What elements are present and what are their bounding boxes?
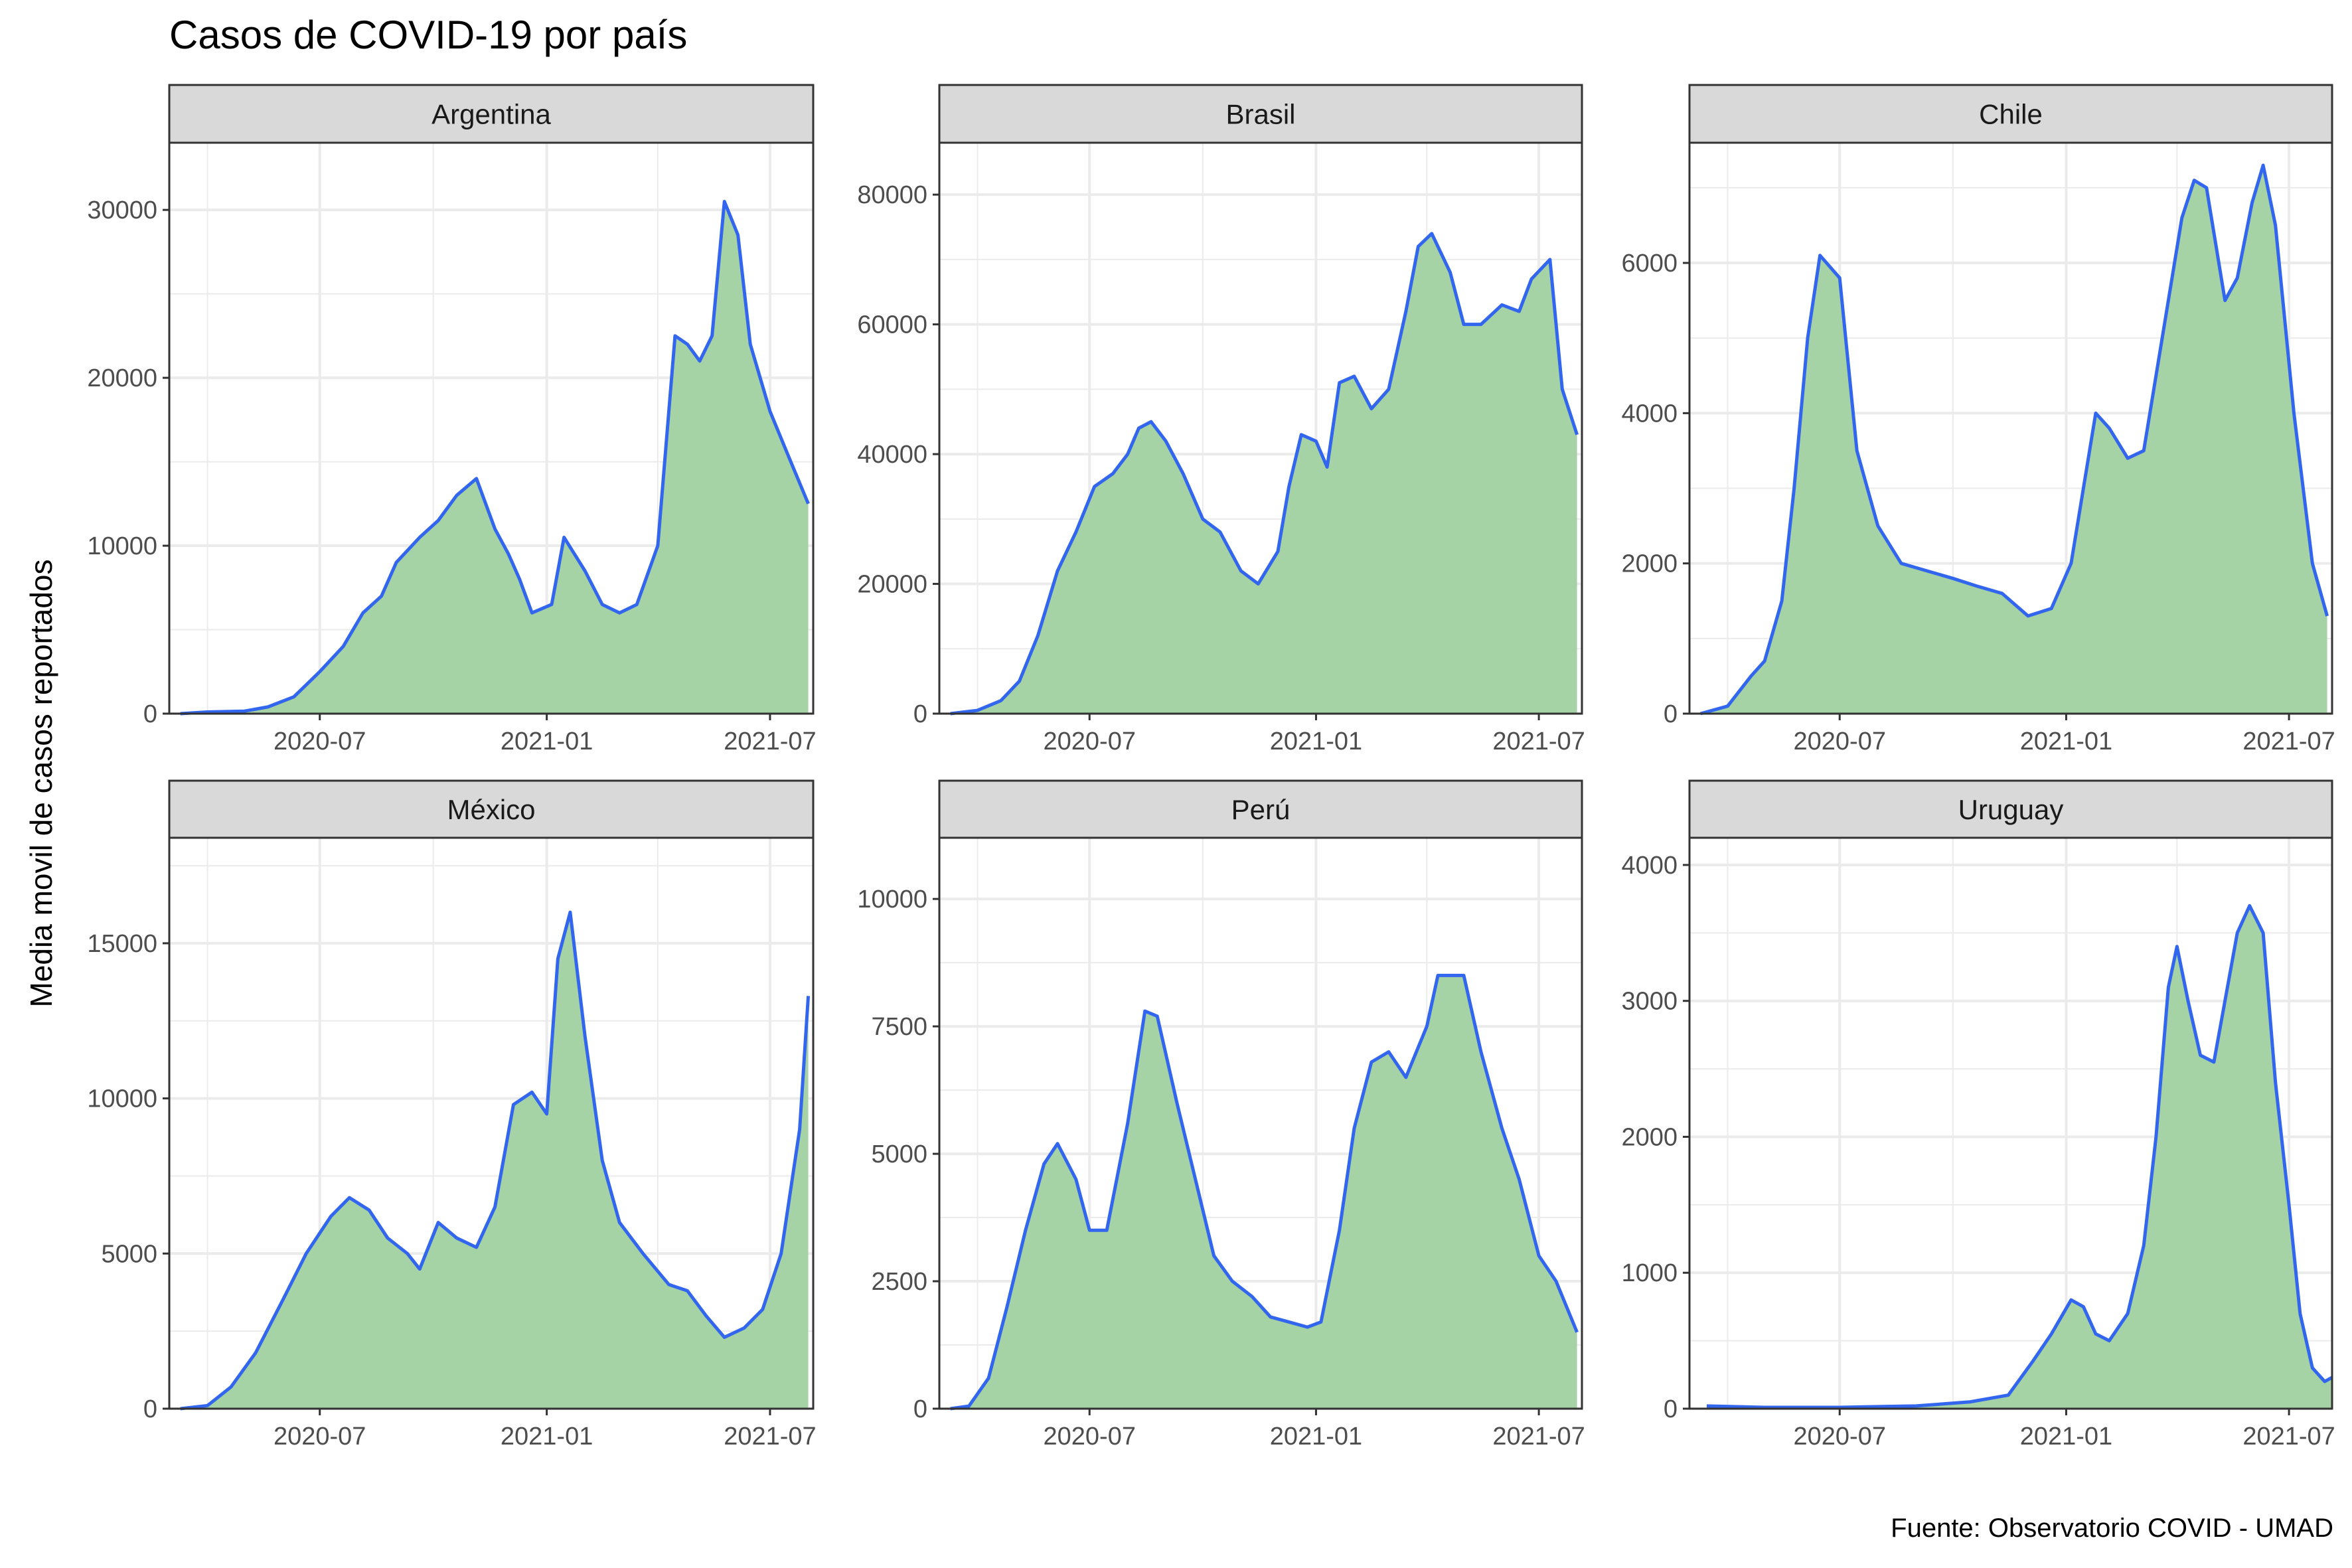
y-tick-label: 40000 — [857, 441, 927, 469]
facet-peru: Perú 0 2500 5000 7500 10000 2020-07 2021-01 2021… — [857, 779, 1585, 1450]
y-tick-label: 15000 — [87, 930, 157, 958]
strip-background — [1688, 779, 2333, 839]
x-tick-label: 2021-07 — [724, 1423, 816, 1450]
strip-label-mexico: México — [447, 794, 535, 825]
moving-average-line — [950, 973, 1579, 1411]
facet-chile: Chile 0 2000 4000 6000 2020-07 2021-01 2021-07 — [1621, 84, 2335, 755]
moving-average-line — [1700, 163, 2329, 716]
x-tick-label: 2021-07 — [1492, 1423, 1585, 1450]
x-tick-label: 2021-07 — [2242, 1423, 2335, 1450]
y-tick-label: 0 — [1664, 1395, 1678, 1423]
y-tick-label: 30000 — [87, 196, 157, 224]
y-tick-label: 80000 — [857, 181, 927, 209]
y-tick-label: 10000 — [857, 886, 927, 913]
x-tick-label: 2021-01 — [2020, 1423, 2112, 1450]
y-tick-label: 6000 — [1621, 250, 1678, 277]
y-tick-label: 1000 — [1621, 1259, 1678, 1287]
x-tick-label: 2021-07 — [1492, 728, 1585, 755]
x-tick-label: 2021-07 — [2242, 728, 2335, 755]
y-tick-label: 0 — [913, 1395, 927, 1423]
y-tick-label: 10000 — [87, 532, 157, 560]
y-tick-label: 0 — [913, 700, 927, 728]
facet-brasil: Brasil 0 20000 40000 60000 80000 2020-07 2021-0… — [857, 84, 1585, 755]
facet-argentina: Argentina 0 10000 20000 30000 2020-07 2021-01 2… — [87, 84, 817, 755]
moving-average-line — [180, 200, 810, 716]
daily-cases-area — [180, 912, 809, 1409]
y-tick-label: 5000 — [871, 1140, 927, 1168]
daily-cases-area — [180, 201, 809, 714]
strip-background — [938, 84, 1583, 144]
facet-uruguay: Uruguay 0 1000 2000 3000 4000 2020-07 2021-01 20… — [1621, 779, 2335, 1450]
y-tick-label: 2000 — [1621, 550, 1678, 578]
y-tick-label: 4000 — [1621, 400, 1678, 428]
strip-label-peru: Perú — [1231, 794, 1291, 825]
daily-cases-area — [1700, 165, 2327, 714]
moving-average-line — [1706, 903, 2333, 1409]
y-tick-label: 2000 — [1621, 1123, 1678, 1151]
y-tick-label: 5000 — [101, 1240, 157, 1268]
facet-mexico: México 0 5000 10000 15000 2020-07 2021-01 2021-… — [87, 779, 817, 1450]
moving-average-line — [180, 910, 811, 1411]
strip-background — [168, 84, 815, 144]
x-tick-label: 2021-01 — [1270, 1423, 1362, 1450]
y-tick-label: 3000 — [1621, 988, 1678, 1016]
x-tick-label: 2021-01 — [501, 1423, 593, 1450]
y-tick-label: 4000 — [1621, 852, 1678, 880]
strip-label-brasil: Brasil — [1225, 99, 1295, 130]
x-tick-label: 2020-07 — [1794, 728, 1886, 755]
x-tick-label: 2020-07 — [1044, 1423, 1136, 1450]
x-tick-label: 2020-07 — [1044, 728, 1136, 755]
y-tick-label: 60000 — [857, 311, 927, 339]
y-tick-label: 7500 — [871, 1013, 927, 1041]
y-tick-label: 0 — [143, 700, 157, 728]
chart-title: Casos de COVID-19 por país — [169, 13, 688, 57]
x-tick-label: 2021-07 — [724, 728, 816, 755]
strip-label-uruguay: Uruguay — [1958, 794, 2064, 825]
strip-label-argentina: Argentina — [431, 99, 551, 130]
strip-background — [1688, 84, 2333, 144]
y-tick-label: 20000 — [87, 364, 157, 392]
x-tick-label: 2020-07 — [274, 728, 366, 755]
x-tick-label: 2020-07 — [1794, 1423, 1886, 1450]
y-tick-label: 0 — [143, 1395, 157, 1423]
x-tick-label: 2021-01 — [1270, 728, 1362, 755]
y-tick-label: 10000 — [87, 1085, 157, 1113]
y-tick-label: 0 — [1664, 700, 1678, 728]
x-tick-label: 2021-01 — [2020, 728, 2112, 755]
daily-cases-area — [1706, 905, 2332, 1409]
strip-background — [168, 779, 815, 839]
caption: Fuente: Observatorio COVID - UMAD — [1891, 1514, 2333, 1543]
strip-background — [938, 779, 1583, 839]
y-tick-label: 20000 — [857, 571, 927, 599]
daily-cases-area — [950, 233, 1577, 714]
strip-label-chile: Chile — [1979, 99, 2043, 130]
moving-average-line — [950, 232, 1579, 716]
x-tick-label: 2020-07 — [274, 1423, 366, 1450]
daily-cases-area — [950, 975, 1577, 1409]
x-tick-label: 2021-01 — [501, 728, 593, 755]
y-tick-label: 2500 — [871, 1268, 927, 1296]
